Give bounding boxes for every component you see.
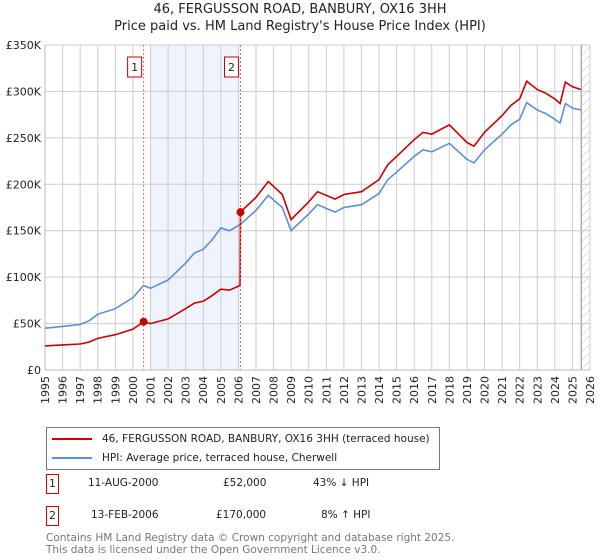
sale-label: 1 xyxy=(131,61,138,74)
x-tick-label: 2026 xyxy=(584,376,597,404)
legend-item-hpi: HPI: Average price, terraced house, Cher… xyxy=(52,452,337,464)
legend-label: 46, FERGUSSON ROAD, BANBURY, OX16 3HH (t… xyxy=(102,433,430,445)
y-tick-label: £250K xyxy=(6,132,42,145)
x-tick-label: 2008 xyxy=(268,376,281,404)
x-tick-label: 1998 xyxy=(92,376,105,404)
x-tick-label: 2004 xyxy=(197,376,210,404)
sale-badge: 2 xyxy=(46,506,59,526)
x-tick-label: 1995 xyxy=(39,376,52,404)
x-tick-label: 2001 xyxy=(144,376,157,404)
footer-copyright: Contains HM Land Registry data © Crown c… xyxy=(46,532,455,544)
x-tick-label: 2000 xyxy=(127,376,140,404)
x-tick-label: 2011 xyxy=(320,376,333,404)
footer: Contains HM Land Registry data © Crown c… xyxy=(46,532,454,556)
x-tick-label: 2023 xyxy=(531,376,544,404)
y-tick-label: £200K xyxy=(6,178,42,191)
sale-label: 2 xyxy=(228,61,235,74)
sale-point xyxy=(236,208,245,217)
sale-hpi: 8% ↑ HPI xyxy=(321,509,371,521)
x-tick-label: 2014 xyxy=(373,376,386,404)
x-tick-label: 2012 xyxy=(338,376,351,404)
x-tick-label: 2024 xyxy=(549,376,562,404)
legend-item-property: 46, FERGUSSON ROAD, BANBURY, OX16 3HH (t… xyxy=(52,433,430,445)
sale-label-box xyxy=(223,56,239,78)
x-tick-label: 2015 xyxy=(391,376,404,404)
price-chart: 1 2 1995 1996 1997 1998 1999 2000 2001 2002 2003 2… xyxy=(6,39,597,404)
sale-price: £170,000 xyxy=(216,509,267,521)
legend-label: HPI: Average price, terraced house, Cher… xyxy=(102,452,338,464)
legend: 46, FERGUSSON ROAD, BANBURY, OX16 3HH (t… xyxy=(46,427,440,470)
property-price-line xyxy=(44,79,582,347)
sale-label-box xyxy=(127,56,143,78)
x-tick-label: 2022 xyxy=(514,376,527,404)
x-tick-label: 2017 xyxy=(426,376,439,404)
x-tick-label: 2009 xyxy=(285,376,298,404)
sale-row: 2 13-FEB-2006 £170,000 8% ↑ HPI xyxy=(46,506,446,526)
sale-badge: 1 xyxy=(46,474,59,494)
sale-row: 1 11-AUG-2000 £52,000 43% ↓ HPI xyxy=(46,474,446,494)
y-tick-label: £150K xyxy=(6,225,42,238)
legend-swatch-red xyxy=(52,438,92,440)
footer-licence: This data is licensed under the Open Gov… xyxy=(46,544,381,556)
chart-subtitle: Price paid vs. HM Land Registry's House … xyxy=(114,19,486,34)
legend-swatch-blue xyxy=(52,457,92,459)
x-tick-label: 2007 xyxy=(250,376,263,404)
y-tick-label: £300K xyxy=(6,85,42,98)
x-tick-label: 2019 xyxy=(461,376,474,404)
x-tick-label: 2010 xyxy=(303,376,316,404)
forecast-hatch xyxy=(582,45,590,370)
x-tick-label: 2016 xyxy=(408,376,421,404)
sale-price: £52,000 xyxy=(223,477,267,489)
x-tick-label: 2013 xyxy=(355,376,368,404)
x-tick-label: 2018 xyxy=(443,376,456,404)
x-tick-label: 1997 xyxy=(74,376,87,404)
y-tick-label: £50K xyxy=(13,318,42,331)
sale-period-shade xyxy=(150,45,241,370)
x-tick-label: 2025 xyxy=(566,376,579,404)
x-tick-label: 2005 xyxy=(215,376,228,404)
y-tick-label: £0 xyxy=(27,364,41,377)
x-tick-label: 2020 xyxy=(479,376,492,404)
y-tick-label: £100K xyxy=(6,271,42,284)
sale-hpi: 43% ↓ HPI xyxy=(313,477,370,489)
x-tick-label: 2021 xyxy=(496,376,509,404)
sale-point xyxy=(139,317,148,326)
sale-date: 11-AUG-2000 xyxy=(88,477,159,489)
sale-date: 13-FEB-2006 xyxy=(91,509,159,521)
chart-title: 46, FERGUSSON ROAD, BANBURY, OX16 3HH xyxy=(153,2,447,17)
x-tick-label: 1996 xyxy=(57,376,70,404)
y-tick-label: £350K xyxy=(6,39,42,52)
hpi-line xyxy=(44,101,582,329)
x-tick-label: 2002 xyxy=(162,376,175,404)
x-tick-label: 2006 xyxy=(232,376,245,404)
x-tick-label: 1999 xyxy=(109,376,122,404)
x-tick-label: 2003 xyxy=(180,376,193,404)
